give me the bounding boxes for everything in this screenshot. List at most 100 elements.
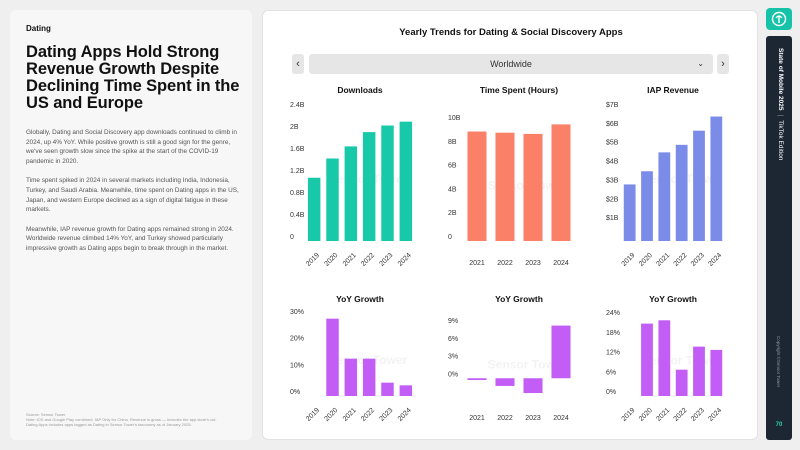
y-tick-label: $3B (606, 177, 619, 184)
logo-icon (771, 11, 787, 27)
y-tick-label: $4B (606, 159, 619, 166)
watermark-text: Sensor Tower (488, 358, 567, 372)
x-tick-label: 2021 (655, 407, 671, 423)
charts-title: Yearly Trends for Dating & Social Discov… (399, 27, 623, 38)
bar-revenue_yoy-2021 (658, 320, 671, 396)
bar-downloads-2021 (344, 146, 358, 241)
bar-time_spent-2024 (551, 124, 571, 241)
y-tick-label: 1.2B (290, 168, 305, 175)
body-paragraph: Time spent spiked in 2024 in several mar… (26, 177, 239, 214)
bar-revenue-2020 (641, 171, 653, 241)
y-tick-label: 0 (448, 234, 452, 241)
bar-downloads-2023 (381, 125, 394, 241)
x-tick-label: 2023 (378, 252, 394, 268)
bar-time_spent_yoy-2022 (495, 378, 515, 386)
x-tick-label: 2019 (621, 407, 637, 423)
body-text: Globally, Dating and Social Discovery ap… (26, 128, 246, 264)
y-tick-label: 0.8B (290, 190, 305, 197)
x-tick-label: 2020 (638, 407, 654, 423)
y-tick-label: $2B (606, 196, 619, 203)
x-tick-label: 2019 (305, 407, 321, 423)
x-tick-label: 2023 (690, 407, 706, 423)
y-tick-label: 2B (448, 210, 457, 217)
bar-downloads-2020 (326, 158, 339, 241)
x-tick-label: 2022 (673, 407, 689, 423)
y-tick-label: 1.6B (290, 146, 305, 153)
source-footnote: Source: Sensor Tower Note: iOS and Googl… (26, 412, 241, 428)
page-number: 70 (775, 422, 783, 428)
x-tick-label: 2024 (553, 415, 569, 422)
report-edition: TikTok Edition (777, 120, 784, 161)
y-tick-label: $5B (606, 140, 619, 147)
y-tick-label: 2.4B (290, 102, 305, 109)
footnote-line: Note: iOS and Google Play combined. IAP … (26, 417, 217, 423)
bar-downloads_yoy-2021 (344, 358, 358, 396)
bar-downloads_yoy-2024 (399, 385, 413, 396)
x-tick-label: 2020 (638, 252, 654, 268)
x-tick-label: 2021 (655, 252, 671, 268)
x-tick-label: 2022 (360, 252, 376, 268)
x-tick-label: 2021 (342, 407, 358, 423)
prev-region-button[interactable]: ‹ (292, 54, 304, 74)
y-tick-label: 18% (606, 330, 620, 337)
bar-time_spent_yoy-2021 (467, 378, 487, 381)
y-tick-label: 8B (448, 139, 457, 146)
region-dropdown[interactable]: Worldwide ⌄ (309, 54, 713, 74)
x-tick-label: 2022 (673, 252, 689, 268)
x-tick-label: 2024 (707, 407, 723, 423)
y-tick-label: 6B (448, 163, 457, 170)
bar-downloads-2022 (362, 132, 376, 241)
y-tick-label: 0% (448, 371, 458, 378)
y-tick-label: 0% (290, 389, 300, 396)
x-tick-label: 2024 (397, 407, 413, 423)
report-name: State of Mobile 2025 (777, 48, 784, 111)
report-title: State of Mobile 2025 | TikTok Edition (777, 48, 784, 160)
section-tag: Dating (26, 24, 51, 33)
bar-revenue_yoy-2024 (710, 349, 723, 396)
x-tick-label: 2024 (707, 252, 723, 268)
charts-svg: Downloads Sensor Tower 0 0.4B 0.8B 1.2B 1.6B 2B… (290, 85, 723, 423)
bar-revenue-2023 (693, 130, 705, 241)
x-tick-label: 2024 (553, 260, 569, 267)
y-tick-label: $7B (606, 102, 619, 109)
bar-downloads-2024 (399, 121, 413, 241)
chart-title: YoY Growth (495, 294, 543, 304)
y-tick-label: 10% (290, 362, 304, 369)
bar-time_spent_yoy-2024 (551, 325, 571, 379)
bar-time_spent-2021 (467, 131, 487, 241)
x-tick-label: 2023 (525, 260, 541, 267)
bar-downloads-2019 (307, 177, 321, 241)
watermark-text: Sensor Tower (642, 354, 721, 368)
y-tick-label: 12% (606, 350, 620, 357)
bar-revenue-2022 (675, 144, 688, 241)
sensor-tower-logo (766, 8, 792, 30)
bar-time_spent_yoy-2023 (523, 378, 543, 394)
copyright-text: Copyright ©Sensor Tower (776, 336, 781, 388)
x-tick-label: 2023 (525, 415, 541, 422)
y-tick-label: 6% (606, 369, 616, 376)
title-divider: | (777, 114, 784, 117)
bar-downloads_yoy-2022 (362, 358, 376, 396)
chart-title: IAP Revenue (647, 85, 699, 95)
y-tick-label: 30% (290, 309, 304, 316)
chevron-down-icon: ⌄ (697, 59, 704, 68)
bar-downloads_yoy-2020 (326, 318, 339, 396)
body-paragraph: Globally, Dating and Social Discovery ap… (26, 129, 237, 165)
bar-downloads_yoy-2023 (381, 382, 394, 396)
x-tick-label: 2024 (397, 252, 413, 268)
x-tick-label: 2021 (342, 252, 358, 268)
y-tick-label: 3% (448, 354, 458, 361)
bar-revenue-2019 (623, 184, 636, 241)
x-tick-label: 2021 (469, 260, 485, 267)
footnote-line: Dating Apps includes apps tagged as Dati… (26, 422, 192, 428)
chart-title: Downloads (337, 85, 383, 95)
y-tick-label: 4B (448, 186, 457, 193)
y-tick-label: 10B (448, 115, 461, 122)
y-tick-label: 0 (290, 234, 294, 241)
y-tick-label: 24% (606, 310, 620, 317)
x-tick-label: 2019 (621, 252, 637, 268)
body-paragraph: Meanwhile, IAP revenue growth for Dating… (26, 225, 234, 252)
x-tick-label: 2019 (305, 252, 321, 268)
next-region-button[interactable]: › (717, 54, 729, 74)
y-tick-label: $6B (606, 121, 619, 128)
